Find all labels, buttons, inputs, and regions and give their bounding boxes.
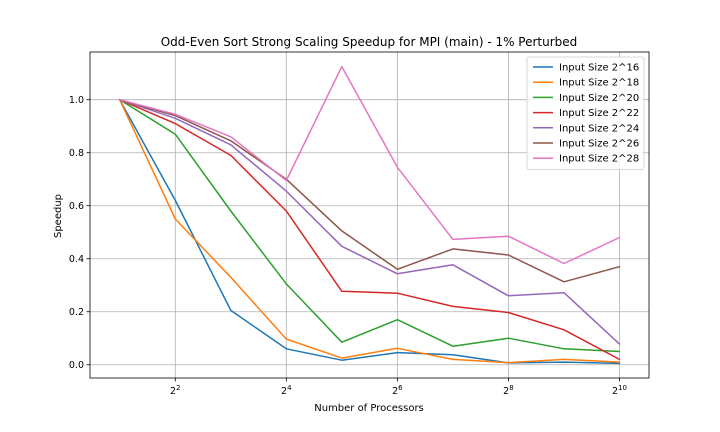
- legend-box: [526, 56, 645, 170]
- y-tick-label: 0.8: [69, 148, 84, 159]
- axes-frame: [89, 51, 650, 379]
- series-line-5: [118, 98, 621, 283]
- legend-entry-label: Input Size 2^26: [559, 139, 639, 150]
- series-line-4: [118, 98, 621, 345]
- series-line-0: [118, 98, 621, 365]
- legend-entry-label: Input Size 2^24: [559, 123, 639, 134]
- x-tick-exponent: 2: [176, 384, 180, 392]
- series-line-6: [118, 65, 621, 265]
- series-line-1: [118, 98, 621, 364]
- y-tick-label: 1.0: [69, 95, 84, 106]
- y-axis-label: Speedup: [53, 194, 64, 238]
- legend-entry-label: Input Size 2^28: [559, 154, 639, 165]
- y-tick-label: 0.0: [69, 360, 84, 371]
- series-line-3: [118, 98, 621, 361]
- series-layer: [118, 65, 621, 365]
- y-tick-label: 0.6: [69, 201, 84, 212]
- x-tick-base: 2: [503, 386, 509, 397]
- x-tick-exponent: 4: [287, 384, 292, 392]
- series-line-2: [118, 98, 621, 353]
- chart-title: Odd-Even Sort Strong Scaling Speedup for…: [161, 35, 578, 49]
- legend-entry-label: Input Size 2^18: [559, 78, 639, 89]
- y-tick-label: 0.2: [69, 307, 84, 318]
- legend-entry-label: Input Size 2^22: [559, 108, 639, 119]
- x-tick-exponent: 10: [618, 384, 627, 392]
- x-tick-label: 26: [392, 384, 403, 397]
- x-tick-label: 24: [281, 384, 292, 397]
- x-tick-base: 2: [170, 386, 176, 397]
- legend: Input Size 2^16 Input Size 2^18 Input Size…: [526, 56, 645, 170]
- x-tick-base: 2: [392, 386, 398, 397]
- legend-entry-label: Input Size 2^16: [559, 63, 639, 74]
- x-axis-label: Number of Processors: [314, 403, 424, 414]
- x-tick-base: 2: [612, 386, 618, 397]
- x-tick-label: 28: [503, 384, 514, 397]
- y-tick-label: 0.4: [69, 254, 84, 265]
- x-tick-base: 2: [281, 386, 287, 397]
- x-tick-exponent: 8: [509, 384, 513, 392]
- x-tick-exponent: 6: [398, 384, 403, 392]
- x-tick-label: 210: [612, 384, 627, 397]
- legend-entry-label: Input Size 2^20: [559, 93, 639, 104]
- x-axis-ticks: 22 24 26 28 210: [170, 378, 627, 397]
- y-axis-ticks: 0.0 0.2 0.4 0.6 0.8 1.0: [69, 95, 90, 371]
- x-tick-label: 22: [170, 384, 181, 397]
